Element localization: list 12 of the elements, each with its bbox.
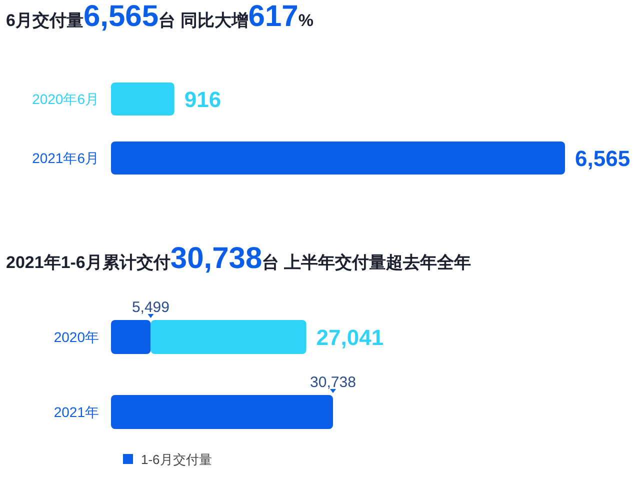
data-label: 30,738 (310, 374, 356, 391)
data-label: 6,565 (575, 146, 630, 171)
chart-title: 2021年1-6月累计交付30,738台 上半年交付量超去年全年 (6, 242, 471, 275)
chart-title: 6月交付量6,565台 同比大增617% (6, 0, 314, 33)
y-tick-label: 2021年6月 (32, 150, 99, 166)
data-label: 916 (184, 87, 222, 112)
data-label: 5,499 (132, 299, 170, 316)
y-tick-label: 2021年 (54, 404, 99, 420)
y-tick-label: 2020年 (54, 329, 99, 345)
total-label: 27,041 (316, 325, 384, 350)
legend-label: 1-6月交付量 (141, 452, 212, 467)
y-tick-label: 2020年6月 (32, 91, 99, 107)
